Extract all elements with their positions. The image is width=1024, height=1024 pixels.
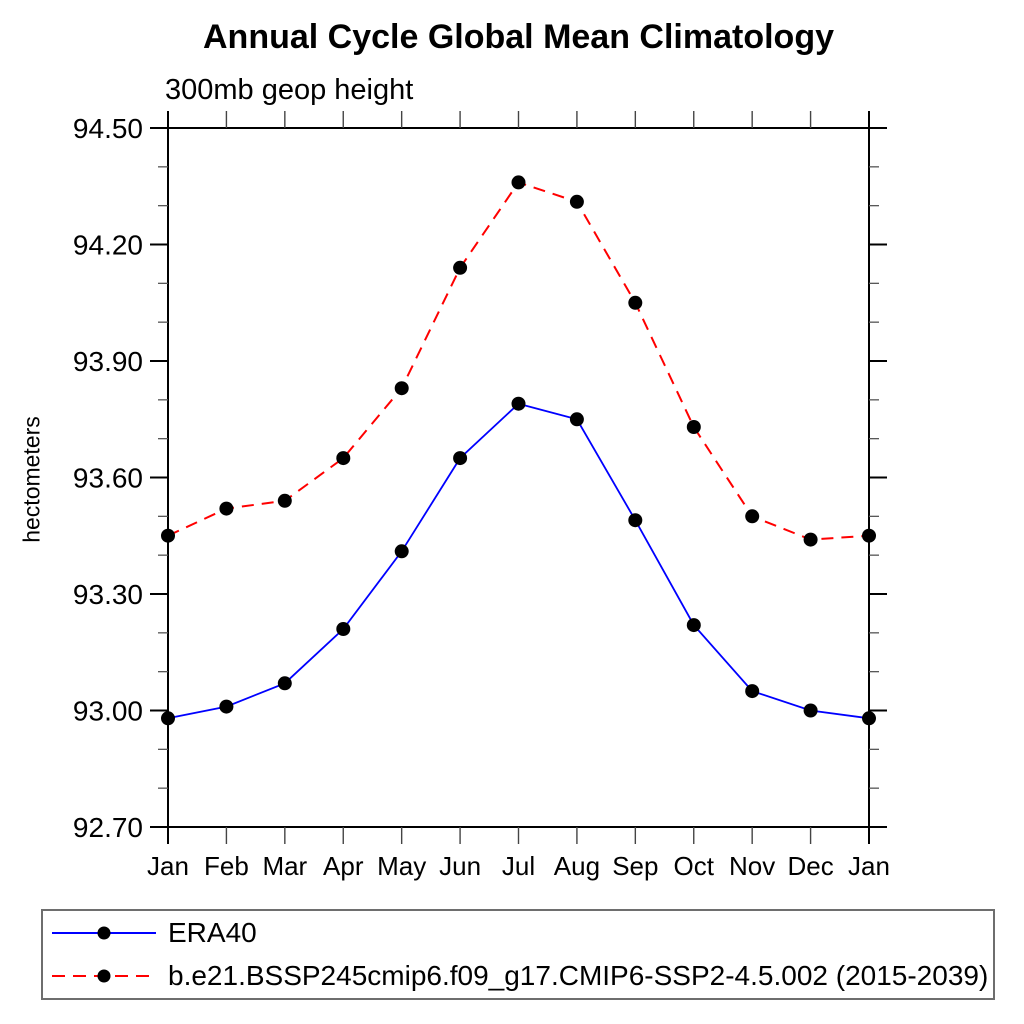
y-axis-tick-label: 93.90	[73, 346, 143, 377]
era40-line-swatch	[52, 926, 156, 940]
x-axis-tick-label: Jan	[147, 851, 189, 881]
data-point-marker	[511, 175, 526, 190]
data-point-marker	[569, 194, 584, 209]
x-axis-tick-label: Feb	[204, 851, 249, 881]
data-point-marker	[686, 420, 701, 434]
data-point-marker	[453, 260, 468, 275]
model-line-swatch	[52, 969, 156, 983]
legend-label-model: b.e21.BSSP245cmip6.f09_g17.CMIP6-SSP2-4.…	[168, 959, 989, 991]
x-axis-tick-label: Mar	[262, 851, 307, 881]
data-point-marker	[511, 396, 526, 411]
data-point-marker	[336, 451, 351, 466]
data-point-marker	[336, 622, 351, 636]
x-axis-tick-label: Apr	[323, 851, 364, 881]
y-axis-tick-label: 93.00	[73, 696, 143, 727]
chart-subtitle: 300mb geop height	[165, 74, 414, 106]
x-axis-tick-label: Jun	[439, 851, 481, 881]
x-axis-tick-label: Nov	[729, 851, 775, 881]
data-point-marker	[745, 684, 760, 699]
data-point-marker	[745, 509, 760, 524]
data-point-marker	[394, 544, 409, 559]
data-point-marker	[453, 451, 468, 466]
x-axis-tick-label: May	[377, 851, 426, 881]
data-point-marker	[803, 703, 818, 718]
x-axis-tick-label: Jan	[848, 851, 890, 881]
data-point-marker	[862, 528, 876, 543]
data-point-marker	[394, 381, 409, 396]
data-point-marker	[219, 501, 234, 516]
y-axis-tick-label: 94.50	[73, 113, 143, 144]
data-point-marker	[277, 493, 292, 508]
data-point-marker	[803, 532, 818, 547]
data-point-marker	[219, 699, 234, 714]
series-line-era40	[167, 402, 870, 720]
y-axis-tick-label: 92.70	[73, 812, 143, 843]
series-line-model	[167, 181, 870, 541]
x-axis-tick-label: Sep	[612, 851, 658, 881]
data-point-marker	[628, 295, 643, 310]
x-axis-tick-label: Oct	[674, 851, 715, 881]
legend-item-era40: ERA40	[43, 913, 993, 953]
data-point-marker	[161, 711, 175, 726]
chart-title: Annual Cycle Global Mean Climatology	[203, 18, 834, 56]
data-point-marker	[277, 676, 292, 691]
x-axis-tick-label: Aug	[554, 851, 600, 881]
data-point-marker	[628, 513, 643, 528]
legend-item-model: b.e21.BSSP245cmip6.f09_g17.CMIP6-SSP2-4.…	[43, 956, 993, 996]
data-point-marker	[686, 618, 701, 633]
legend-label-era40: ERA40	[168, 917, 257, 949]
y-axis-tick-label: 94.20	[73, 230, 143, 261]
data-point-marker	[161, 528, 175, 543]
y-axis-tick-label: 93.60	[73, 463, 143, 494]
data-point-marker	[569, 412, 584, 427]
x-axis-tick-label: Jul	[502, 851, 535, 881]
legend: ERA40 b.e21.BSSP245cmip6.f09_g17.CMIP6-S…	[41, 909, 995, 1000]
x-axis-tick-label: Dec	[787, 851, 833, 881]
data-point-marker	[862, 711, 876, 726]
y-axis-tick-label: 93.30	[73, 579, 143, 610]
